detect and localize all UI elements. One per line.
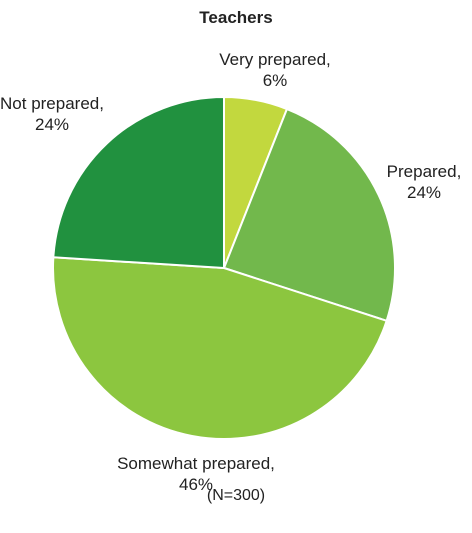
slice-label-very-prepared: Very prepared, 6% [190, 49, 360, 91]
sample-size-note: (N=300) [206, 487, 266, 504]
slice-label-not-prepared: Not prepared, 24% [0, 93, 104, 135]
slice-label-prepared: Prepared, 24% [376, 161, 472, 203]
pie-slice-not-prepared [52, 96, 225, 269]
slice-label-name: Prepared, [386, 162, 462, 181]
pie-slices [52, 96, 396, 440]
pie-slice-prepared [223, 108, 396, 322]
chart-title: Teachers [199, 8, 273, 27]
slice-label-name: Very prepared, [219, 50, 331, 69]
slice-label-name: Not prepared, [0, 94, 104, 113]
slice-label-value: 24% [406, 183, 442, 202]
pie-slice-somewhat-prepared [52, 256, 388, 440]
slice-label-value: 6% [262, 71, 288, 90]
slice-label-value: 46% [178, 475, 214, 494]
slice-label-value: 24% [34, 115, 70, 134]
slice-label-name: Somewhat prepared, [117, 454, 275, 473]
slice-label-somewhat-prepared: Somewhat prepared, 46% [86, 453, 306, 495]
